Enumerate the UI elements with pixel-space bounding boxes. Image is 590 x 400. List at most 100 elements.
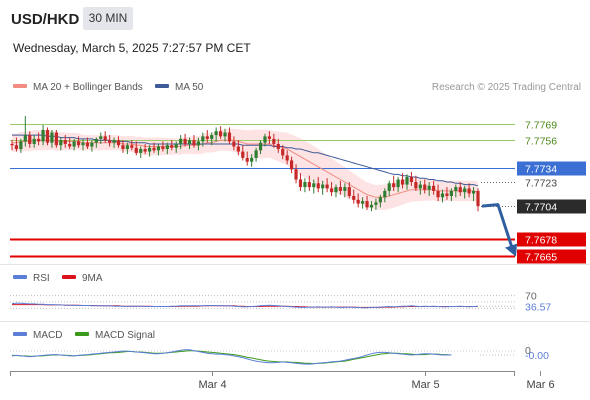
candle-body bbox=[463, 188, 467, 193]
candle-body bbox=[392, 183, 396, 188]
rsi-last-value-label: 36.57 bbox=[525, 301, 551, 313]
candle-body bbox=[423, 184, 427, 190]
candle-body bbox=[276, 143, 280, 150]
resistance-1-label: 7.7756 bbox=[525, 136, 557, 148]
macd-legend-label: MACD bbox=[33, 330, 62, 341]
candle-body bbox=[41, 130, 45, 142]
candle-body bbox=[307, 182, 311, 188]
candle-body bbox=[81, 142, 85, 146]
candle-body bbox=[143, 149, 147, 152]
macd-tick-label: 0 bbox=[525, 345, 531, 357]
pivot-tag bbox=[517, 161, 586, 176]
support-2-label: 7.7665 bbox=[525, 252, 557, 264]
candles-layer bbox=[10, 116, 480, 212]
timeframe-button[interactable]: 30 MIN bbox=[83, 7, 133, 30]
macd-line bbox=[11, 349, 452, 365]
candle-body bbox=[130, 145, 134, 148]
candle-body bbox=[458, 187, 462, 193]
copyright-label: Research © 2025 Trading Central bbox=[432, 82, 581, 93]
candle-body bbox=[19, 141, 23, 150]
candle-body bbox=[121, 145, 125, 150]
candle-body bbox=[147, 147, 152, 152]
x-axis-tick-label: Mar 5 bbox=[411, 379, 439, 391]
candle-body bbox=[125, 145, 129, 150]
rsi-line bbox=[11, 302, 479, 309]
candle-body bbox=[316, 183, 320, 189]
candle-body bbox=[383, 190, 387, 198]
candle-body bbox=[281, 149, 285, 156]
candle-body bbox=[263, 136, 267, 143]
candle-body bbox=[285, 155, 289, 161]
candle-body bbox=[227, 132, 232, 142]
candle-body bbox=[214, 131, 218, 136]
candle-body bbox=[329, 188, 334, 193]
candle-body bbox=[205, 136, 209, 139]
candle-body bbox=[99, 136, 103, 139]
candle-body bbox=[192, 140, 196, 146]
candle-body bbox=[218, 131, 223, 137]
candle-body bbox=[290, 160, 294, 170]
candle-body bbox=[409, 176, 414, 183]
candle-body bbox=[445, 193, 449, 196]
last-price-tag bbox=[517, 199, 586, 214]
candle-body bbox=[245, 157, 249, 162]
candle-body bbox=[312, 183, 316, 188]
macd-legend-swatch bbox=[13, 332, 27, 336]
candle-body bbox=[112, 140, 116, 143]
candle-body bbox=[334, 187, 338, 193]
chart-header: USD/HKD 30 MIN Wednesday, March 5, 2025 … bbox=[0, 0, 590, 70]
candle-body bbox=[201, 136, 205, 142]
candle-body bbox=[45, 130, 50, 143]
candle-body bbox=[241, 151, 245, 158]
candle-body bbox=[303, 182, 307, 188]
candle-body bbox=[405, 176, 409, 185]
support-1-tag bbox=[517, 232, 586, 247]
candle-body bbox=[10, 143, 14, 146]
forecast-arrow-head bbox=[505, 243, 517, 257]
candle-body bbox=[54, 132, 58, 146]
rsi-ma-legend-swatch bbox=[62, 275, 76, 279]
candle-body bbox=[396, 179, 400, 188]
candle-body bbox=[236, 146, 240, 152]
candle-body bbox=[432, 185, 436, 191]
datetime-label: Wednesday, March 5, 2025 7:27:57 PM CET bbox=[13, 41, 251, 55]
ma50-line bbox=[12, 134, 479, 187]
candle-body bbox=[449, 190, 453, 196]
candle-body bbox=[325, 184, 329, 189]
candle-body bbox=[108, 140, 112, 143]
ma50-legend-label: MA 50 bbox=[175, 82, 204, 93]
candle-body bbox=[23, 135, 27, 142]
macd-signal-legend-label: MACD Signal bbox=[95, 330, 155, 341]
ma50-value-label: 7.7723 bbox=[525, 178, 557, 190]
rsi-legend-label: RSI bbox=[33, 273, 50, 284]
x-axis: Mar 4 Mar 5 Mar 6 bbox=[10, 371, 555, 391]
candle-body bbox=[374, 202, 378, 205]
resistance-2-label: 7.7769 bbox=[525, 120, 557, 132]
candle-body bbox=[476, 190, 480, 207]
symbol-title: USD/HKD bbox=[11, 11, 80, 28]
support-2-tag bbox=[517, 249, 586, 264]
candle-body bbox=[414, 182, 418, 189]
candle-body bbox=[467, 188, 471, 194]
ma50-legend-swatch bbox=[155, 84, 169, 88]
macd-panel: 0-0.00 bbox=[10, 345, 549, 365]
candle-body bbox=[14, 145, 19, 150]
rsi-legend-swatch bbox=[13, 275, 27, 279]
candle-body bbox=[76, 141, 81, 146]
candle-body bbox=[436, 190, 440, 198]
candle-body bbox=[258, 142, 263, 151]
candle-body bbox=[294, 169, 298, 180]
candle-body bbox=[32, 138, 36, 144]
ma20-legend-label: MA 20 + Bollinger Bands bbox=[33, 82, 143, 93]
last-price-label: 7.7704 bbox=[525, 202, 557, 214]
macd-last-value-label: -0.00 bbox=[525, 350, 549, 362]
pivot-label: 7.7734 bbox=[525, 164, 557, 176]
candle-body bbox=[267, 136, 272, 139]
candle-body bbox=[50, 132, 54, 143]
candle-body bbox=[369, 204, 374, 208]
candle-body bbox=[387, 183, 391, 191]
candle-body bbox=[343, 187, 347, 191]
rsi-ma-legend-label: 9MA bbox=[82, 273, 103, 284]
candle-body bbox=[352, 196, 356, 200]
rsi-tick-label: 70 bbox=[525, 291, 537, 303]
